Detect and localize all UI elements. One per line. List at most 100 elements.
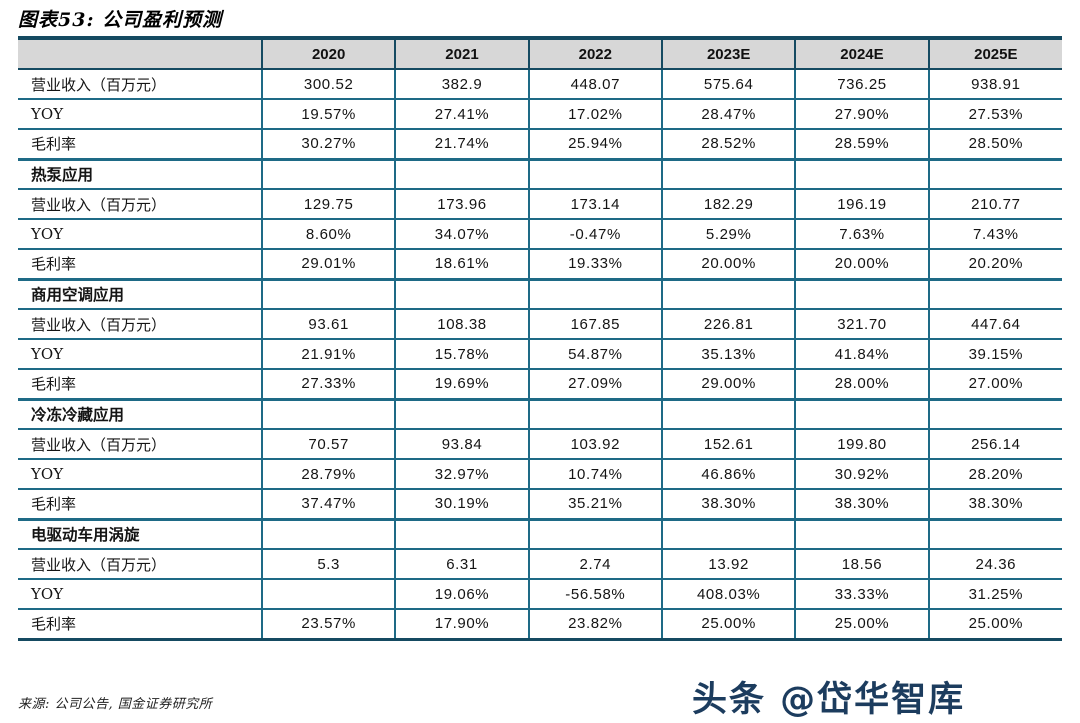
cell-value: 938.91: [927, 69, 1062, 100]
cell-value: 27.33%: [260, 369, 396, 400]
header-year-2020: 2020: [260, 36, 396, 70]
section-row: 热泵应用: [18, 157, 1062, 190]
cell-value: [927, 397, 1062, 430]
cell-value: [527, 397, 662, 430]
section-row: 商用空调应用: [18, 277, 1062, 310]
cell-value: 28.52%: [660, 129, 796, 160]
cell-value: [394, 157, 529, 190]
cell-value: 6.31: [394, 549, 529, 580]
cell-value: 30.92%: [794, 459, 929, 490]
cell-value: [260, 517, 396, 550]
cell-value: 38.30%: [794, 489, 929, 520]
cell-value: 29.00%: [660, 369, 796, 400]
header-corner-cell: [18, 36, 262, 70]
section-row: 电驱动车用涡旋: [18, 517, 1062, 550]
header-year-2021: 2021: [394, 36, 529, 70]
table-row: 毛利率 30.27% 21.74% 25.94% 28.52% 28.59% 28.50%: [18, 129, 1062, 160]
table-row: 营业收入（百万元） 129.75 173.96 173.14 182.29 196.19 2…: [18, 189, 1062, 220]
cell-value: [927, 277, 1062, 310]
header-row: 2020 2021 2022 2023E 2024E 2025E: [18, 36, 1062, 70]
cell-value: [794, 397, 929, 430]
cell-value: 38.30%: [927, 489, 1062, 520]
table-row: 营业收入（百万元） 300.52 382.9 448.07 575.64 736.25 93…: [18, 69, 1062, 100]
profit-forecast-table: 2020 2021 2022 2023E 2024E 2025E 营业收入（百万元） 300…: [18, 36, 1062, 641]
table-row: 营业收入（百万元） 93.61 108.38 167.85 226.81 321.70 44…: [18, 309, 1062, 340]
cell-value: 129.75: [260, 189, 396, 220]
cell-value: 256.14: [927, 429, 1062, 460]
cell-value: [927, 517, 1062, 550]
cell-value: [927, 157, 1062, 190]
row-label: YOY: [18, 579, 262, 610]
row-label: 营业收入（百万元）: [18, 429, 262, 460]
cell-value: 20.20%: [927, 249, 1062, 280]
cell-value: 19.06%: [394, 579, 529, 610]
header-year-2023E: 2023E: [660, 36, 796, 70]
cell-value: 17.90%: [394, 609, 529, 641]
cell-value: 34.07%: [394, 219, 529, 250]
cell-value: [394, 397, 529, 430]
cell-value: -56.58%: [527, 579, 662, 610]
cell-value: 28.50%: [927, 129, 1062, 160]
table-row: YOY 19.06% -56.58% 408.03% 33.33% 31.25%: [18, 579, 1062, 610]
cell-value: 25.00%: [660, 609, 796, 641]
row-label: 热泵应用: [18, 157, 262, 190]
cell-value: 8.60%: [260, 219, 396, 250]
table-row: 毛利率 23.57% 17.90% 23.82% 25.00% 25.00% 25.00%: [18, 609, 1062, 641]
cell-value: 5.29%: [660, 219, 796, 250]
table-row: 营业收入（百万元） 70.57 93.84 103.92 152.61 199.80 256…: [18, 429, 1062, 460]
cell-value: 30.27%: [260, 129, 396, 160]
cell-value: 448.07: [527, 69, 662, 100]
cell-value: 30.19%: [394, 489, 529, 520]
cell-value: 23.57%: [260, 609, 396, 641]
cell-value: [660, 157, 796, 190]
cell-value: 31.25%: [927, 579, 1062, 610]
cell-value: 152.61: [660, 429, 796, 460]
table-row: YOY 19.57% 27.41% 17.02% 28.47% 27.90% 27.53%: [18, 99, 1062, 130]
toutiao-watermark: 头条 @岱华智库: [692, 680, 966, 720]
row-label: 毛利率: [18, 489, 262, 520]
row-label: 毛利率: [18, 609, 262, 641]
cell-value: 173.96: [394, 189, 529, 220]
cell-value: 35.13%: [660, 339, 796, 370]
row-label: 毛利率: [18, 369, 262, 400]
cell-value: 13.92: [660, 549, 796, 580]
cell-value: 46.86%: [660, 459, 796, 490]
cell-value: 38.30%: [660, 489, 796, 520]
row-label: 电驱动车用涡旋: [18, 517, 262, 550]
table-row: 毛利率 27.33% 19.69% 27.09% 29.00% 28.00% 27.00%: [18, 369, 1062, 400]
cell-value: 10.74%: [527, 459, 662, 490]
row-label: 毛利率: [18, 249, 262, 280]
section-row: 冷冻冷藏应用: [18, 397, 1062, 430]
table-row: YOY 21.91% 15.78% 54.87% 35.13% 41.84% 39.15%: [18, 339, 1062, 370]
cell-value: 70.57: [260, 429, 396, 460]
cell-value: 32.97%: [394, 459, 529, 490]
cell-value: [527, 157, 662, 190]
cell-value: 108.38: [394, 309, 529, 340]
cell-value: 226.81: [660, 309, 796, 340]
cell-value: [394, 277, 529, 310]
row-label: 营业收入（百万元）: [18, 189, 262, 220]
cell-value: 19.33%: [527, 249, 662, 280]
table-row: 营业收入（百万元） 5.3 6.31 2.74 13.92 18.56 24.36: [18, 549, 1062, 580]
cell-value: 321.70: [794, 309, 929, 340]
cell-value: 25.00%: [927, 609, 1062, 641]
cell-value: 28.79%: [260, 459, 396, 490]
cell-value: 35.21%: [527, 489, 662, 520]
header-year-2025E: 2025E: [927, 36, 1062, 70]
cell-value: 382.9: [394, 69, 529, 100]
cell-value: 28.59%: [794, 129, 929, 160]
table-body: 营业收入（百万元） 300.52 382.9 448.07 575.64 736.25 93…: [18, 69, 1062, 641]
cell-value: [660, 517, 796, 550]
cell-value: 41.84%: [794, 339, 929, 370]
cell-value: [527, 277, 662, 310]
cell-value: 7.63%: [794, 219, 929, 250]
row-label: 商用空调应用: [18, 277, 262, 310]
cell-value: 447.64: [927, 309, 1062, 340]
cell-value: 19.57%: [260, 99, 396, 130]
cell-value: [260, 277, 396, 310]
table-row: YOY 28.79% 32.97% 10.74% 46.86% 30.92% 28.20%: [18, 459, 1062, 490]
source-note: 来源: 公司公告, 国金证券研究所: [18, 697, 213, 712]
cell-value: 17.02%: [527, 99, 662, 130]
cell-value: 93.61: [260, 309, 396, 340]
